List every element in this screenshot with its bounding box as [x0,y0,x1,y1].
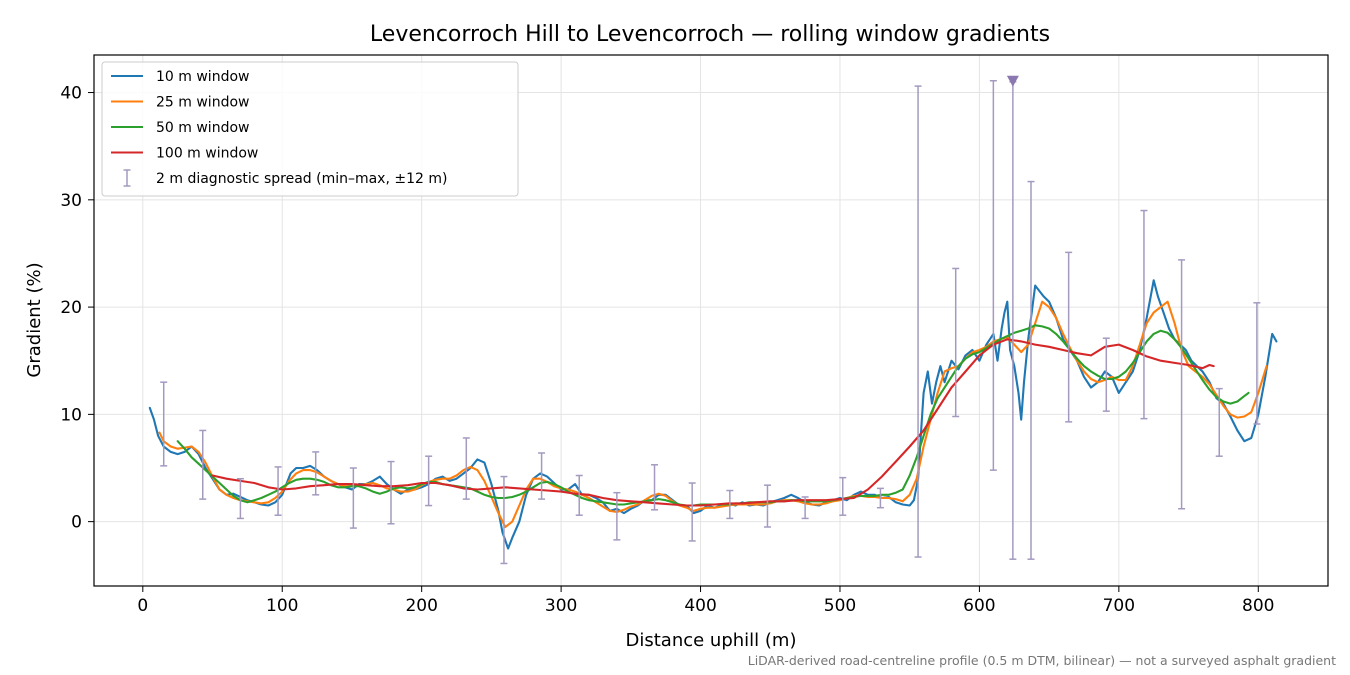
errorbar [160,381,168,467]
x-tick-label: 200 [405,596,437,616]
errorbar [387,460,395,525]
marker-triangle [1006,75,1019,87]
series-line-3 [176,324,1250,507]
errorbar [462,437,470,500]
errorbar [1178,259,1186,510]
errorbar [801,496,809,520]
errorbar [312,451,320,496]
peak-marker [1006,75,1019,87]
errorbar [500,475,508,565]
y-tick-label: 40 [60,84,82,104]
y-tick-label: 30 [60,191,82,211]
errorbar [1253,302,1261,425]
errorbar [538,452,546,500]
errorbar [763,484,771,528]
y-tick-label: 0 [71,513,82,533]
errorbar [839,476,847,516]
axis-ticks: 0 100 200 300 400 500 600 700 800 0 10 20 30 40 [60,84,1274,616]
x-tick-label: 0 [137,596,148,616]
x-tick-label: 700 [1103,596,1135,616]
errorbar [274,466,282,516]
errorbar [1215,387,1223,457]
x-tick-label: 600 [963,596,995,616]
errorbar [1009,81,1017,560]
errorbar [575,474,583,516]
plot-frame [93,54,1329,587]
legend-label-3: 50 m window [156,120,249,136]
errorbar [199,429,207,500]
diagnostic-errorbars [160,79,1261,565]
y-tick-label: 10 [60,405,82,425]
errorbar [236,477,244,520]
footnote: LiDAR-derived road-centreline profile (0… [748,653,1336,668]
x-axis-label: Distance uphill (m) [626,630,797,651]
x-tick-label: 500 [824,596,856,616]
x-tick-label: 100 [266,596,298,616]
errorbar [726,489,734,520]
errorbar [1027,180,1035,560]
x-tick-label: 400 [684,596,716,616]
errorbar [651,464,659,511]
y-axis-label: Gradient (%) [24,262,45,377]
errorbar [952,267,960,418]
errorbar [1065,251,1073,423]
errorbar [349,467,357,529]
errorbar [1102,337,1110,412]
chart-title: Levencorroch Hill to Levencorroch — roll… [370,22,1050,47]
legend-box [101,61,519,197]
series-lines [148,279,1278,550]
legend: 10 m window 25 m window 50 m window 100 m w… [101,61,519,197]
errorbar [914,85,922,558]
x-tick-label: 800 [1242,596,1274,616]
legend-label-errorbars: 2 m diagnostic spread (min–max, ±12 m) [156,171,447,187]
legend-label-1: 10 m window [156,69,249,85]
errorbar [613,491,621,541]
legend-label-2: 25 m window [156,95,249,111]
errorbar [425,455,433,507]
errorbar [1140,209,1148,420]
y-tick-label: 20 [60,298,82,318]
errorbar [876,487,884,509]
errorbar [688,482,696,542]
series-line-4 [211,338,1215,507]
legend-label-4: 100 m window [156,146,258,162]
x-tick-label: 300 [545,596,577,616]
errorbar [989,79,997,471]
